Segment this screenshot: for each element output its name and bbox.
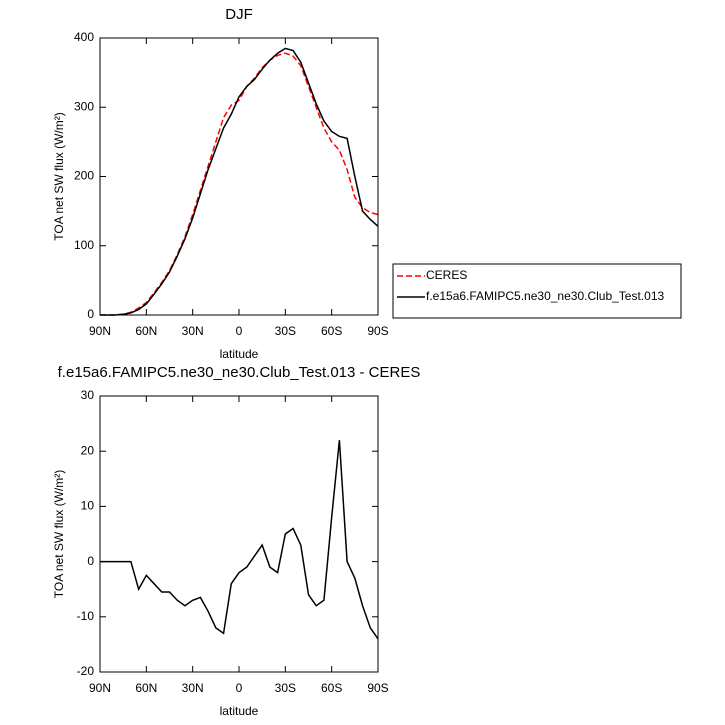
series-line: [100, 47, 379, 316]
chart-title: f.e15a6.FAMIPC5.ne30_ne30.Club_Test.013 …: [58, 364, 421, 381]
y-tick-label: -20: [77, 664, 95, 678]
legend-label: CERES: [426, 268, 467, 282]
x-tick-label: 60S: [321, 681, 342, 695]
y-tick-label: 30: [81, 388, 95, 402]
legend-label: f.e15a6.FAMIPC5.ne30_ne30.Club_Test.013: [426, 289, 664, 303]
series-line: [100, 52, 379, 316]
y-tick-label: 300: [74, 99, 94, 113]
x-axis-label: latitude: [220, 704, 259, 718]
x-tick-label: 30N: [182, 324, 204, 338]
y-tick-label: -10: [77, 609, 95, 623]
plot-frame: [99, 395, 379, 673]
series-line: [100, 440, 379, 640]
x-tick-label: 30S: [275, 324, 296, 338]
x-tick-label: 60S: [321, 324, 342, 338]
plot-frame: [99, 37, 379, 316]
y-tick-label: 10: [81, 499, 95, 513]
y-tick-label: 400: [74, 30, 94, 44]
legend-box: [392, 263, 682, 319]
x-tick-label: 90S: [367, 324, 388, 338]
x-tick-label: 30S: [275, 681, 296, 695]
x-tick-label: 0: [236, 681, 243, 695]
x-tick-label: 90N: [89, 681, 111, 695]
y-axis-label: TOA net SW flux (W/m²): [52, 470, 66, 598]
y-tick-label: 20: [81, 443, 95, 457]
y-tick-label: 0: [87, 307, 94, 321]
x-tick-label: 30N: [182, 681, 204, 695]
x-tick-label: 90N: [89, 324, 111, 338]
x-tick-label: 90S: [367, 681, 388, 695]
y-tick-label: 0: [87, 554, 94, 568]
x-tick-label: 0: [236, 324, 243, 338]
x-tick-label: 60N: [135, 681, 157, 695]
y-tick-label: 200: [74, 169, 94, 183]
y-axis-label: TOA net SW flux (W/m²): [52, 112, 66, 240]
chart-title: DJF: [225, 6, 253, 23]
x-axis-label: latitude: [220, 347, 259, 361]
y-tick-label: 100: [74, 238, 94, 252]
x-tick-label: 60N: [135, 324, 157, 338]
